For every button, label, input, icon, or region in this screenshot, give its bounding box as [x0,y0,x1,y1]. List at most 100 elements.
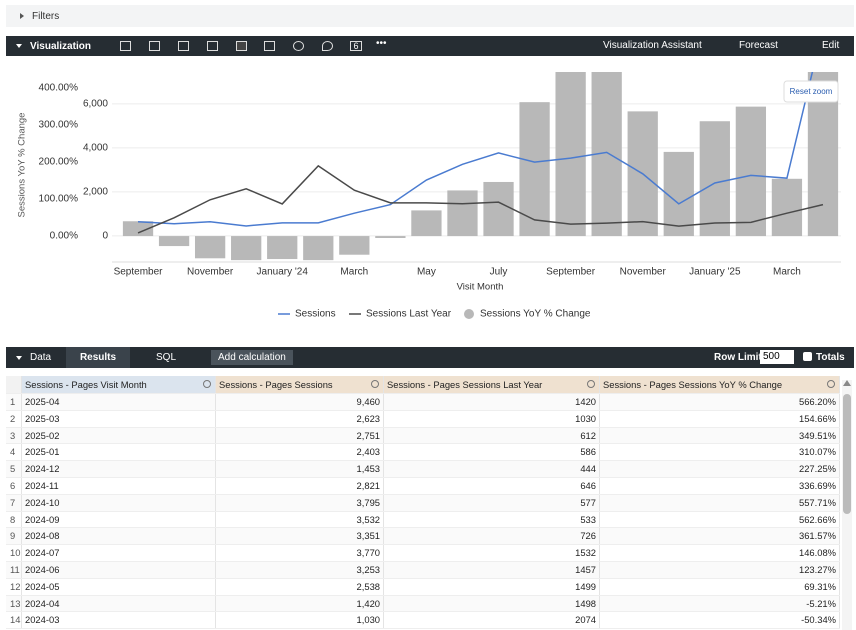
row-number: 12 [6,578,22,595]
area-icon[interactable] [264,41,275,51]
bar [519,102,550,237]
line-icon[interactable] [236,41,247,51]
forecast[interactable]: Forecast [739,40,778,51]
bar [267,236,298,260]
table-cell: 444 [384,461,600,477]
table-cell: 2,538 [216,578,384,595]
y-tick-label: 400.00% [39,83,79,94]
table-row: 4 2025-01 2,403 586 310.07% [6,444,840,462]
column-header: Sessions - Pages Sessions YoY % Change [600,376,840,393]
x-tick-label: March [773,267,801,278]
table-row: 7 2024-10 3,795 577 557.71% [6,494,840,512]
y2-tick-label: 6,000 [83,99,108,110]
table-cell: -5.21% [600,595,840,612]
add-calculation[interactable]: Add calculation [211,350,293,365]
table-cell: 1,453 [216,461,384,477]
row-limit-input[interactable]: 500 [760,350,794,364]
table-row: 6 2024-11 2,821 646 336.69% [6,477,840,495]
table-cell: 227.25% [600,461,840,477]
table-row: 13 2024-04 1,420 1498 -5.21% [6,595,840,613]
table-cell: 533 [384,511,600,528]
row-number: 8 [6,511,22,528]
column-gear[interactable] [203,380,211,388]
totals-checkbox[interactable] [803,352,812,361]
bar [339,236,370,255]
bar-icon[interactable] [178,41,189,51]
table-cell: 2024-04 [22,595,216,612]
pie-icon[interactable] [293,41,304,51]
chart: 0.00% 100.00% 200.00% 300.00% 400.00% 0 2,000 4… [17,72,841,320]
x-tick-label: September [114,267,164,278]
table-cell: 2024-10 [22,494,216,511]
y-tick-label: 0.00% [50,231,78,242]
table-cell: 557.71% [600,494,840,511]
y-axis-title: Sessions YoY % Change [17,113,28,218]
table-cell: 123.27% [600,561,840,578]
bar [735,106,767,237]
table-cell: 310.07% [600,444,840,461]
results-table: Sessions - Pages Visit Month Sessions - P… [6,376,840,630]
legend-label: Sessions Last Year [366,309,452,320]
x-tick-label: January '25 [689,267,741,278]
table-cell: 1420 [384,394,600,410]
scatter-icon[interactable] [207,41,218,51]
table-cell: 1030 [384,410,600,427]
table-cell: 2025-01 [22,444,216,461]
edit[interactable]: Edit [822,40,840,51]
table-cell: 2024-09 [22,511,216,528]
data-title: Data [30,352,52,363]
table-row: 3 2025-02 2,751 612 349.51% [6,427,840,445]
table-cell: 3,795 [216,494,384,511]
column-header: Sessions - Pages Sessions [216,376,384,393]
sql-tab[interactable]: SQL [156,352,177,363]
column-gear[interactable] [371,380,379,388]
row-number: 10 [6,545,22,561]
table-cell: 361.57% [600,528,840,545]
column-icon[interactable] [149,41,160,51]
bar [194,236,226,259]
bar [663,151,694,237]
y2-tick-label: 2,000 [83,186,108,197]
results-tab[interactable]: Results [66,347,130,368]
column-gear[interactable] [827,380,835,388]
table-row: 1 2025-04 9,460 1420 566.20% [6,394,840,411]
table-cell: 349.51% [600,427,840,444]
bar [447,190,478,237]
row-number: 1 [6,394,22,410]
more-icon[interactable]: ••• [376,38,387,49]
x-tick-label: November [187,267,234,278]
bar [231,236,262,261]
bar [699,121,730,237]
line [137,164,824,234]
column-gear[interactable] [587,380,595,388]
x-tick-label: September [546,267,596,278]
table-icon[interactable] [120,41,131,51]
table-cell: 1,420 [216,595,384,612]
header-row: Sessions - Pages Visit Month Sessions - P… [6,376,840,394]
map-icon[interactable] [322,41,333,51]
filters-bar[interactable]: Filters [6,5,854,27]
x-axis-title: Visit Month [457,282,504,293]
row-number: 2 [6,410,22,427]
table-cell: 146.08% [600,545,840,561]
totals-label: Totals [816,352,845,363]
table-row: 5 2024-12 1,453 444 227.25% [6,461,840,478]
scrollbar[interactable] [842,380,852,630]
viz-assistant[interactable]: Visualization Assistant [603,40,702,51]
filters-label: Filters [32,10,60,22]
table-cell: 9,460 [216,394,384,410]
table-row: 8 2024-09 3,532 533 562.66% [6,511,840,529]
single-value-icon[interactable]: 6 [350,41,362,51]
row-limit-label: Row Limit [714,352,762,363]
table-cell: 3,770 [216,545,384,561]
legend-label: Sessions [295,309,336,320]
row-number: 6 [6,477,22,494]
reset-zoom-button[interactable] [783,80,839,103]
table-cell: 2,623 [216,410,384,427]
visualization-bar: Visualization 6 ••• Visualization Assist… [6,36,854,56]
row-number: 7 [6,494,22,511]
reset-zoom-label[interactable]: Reset zoom [790,87,833,96]
table-cell: 562.66% [600,511,840,528]
table-cell: 1498 [384,595,600,612]
